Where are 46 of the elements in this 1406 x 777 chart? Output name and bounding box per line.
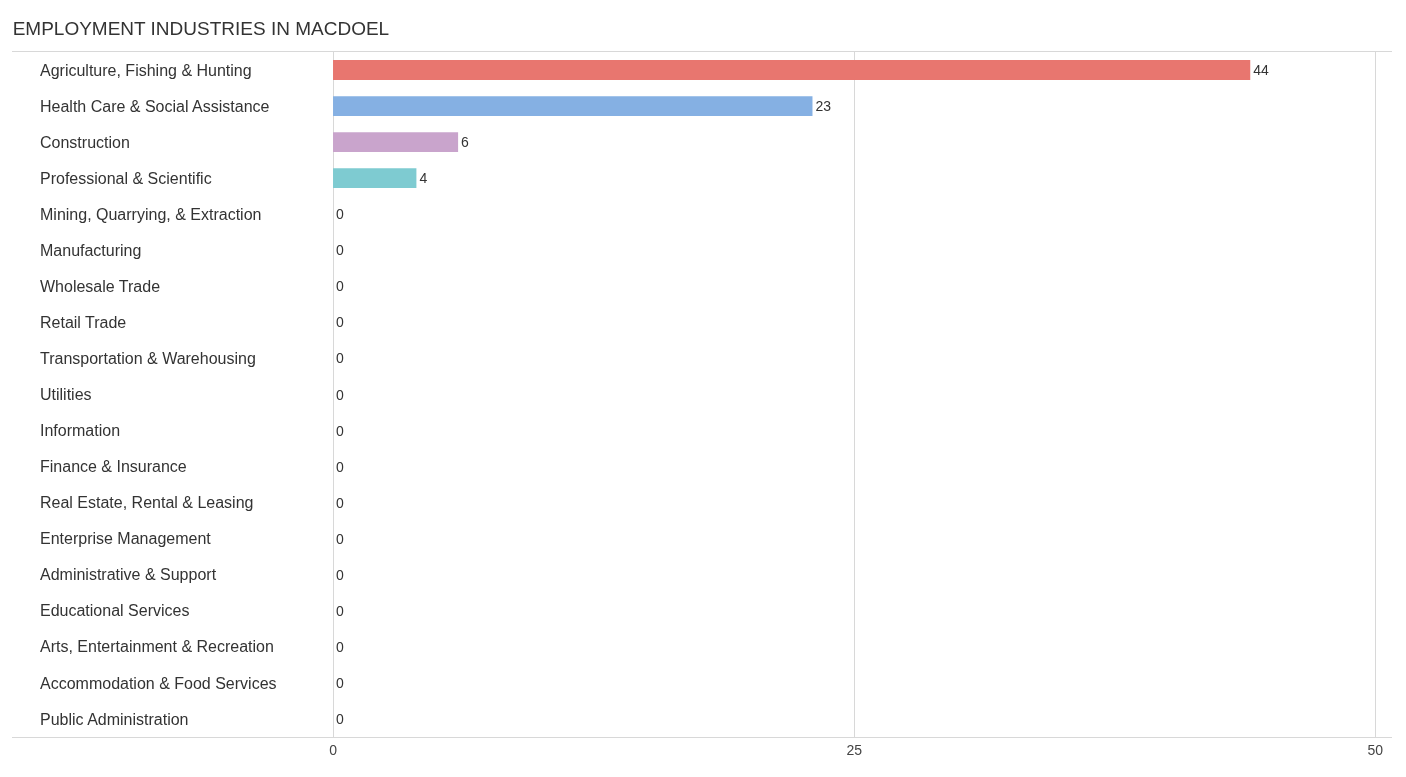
bar — [333, 168, 417, 189]
x-tick-label: 25 — [846, 741, 863, 758]
data-label: 44 — [1253, 62, 1270, 79]
data-label: 0 — [336, 278, 345, 295]
y-tick-label: Manufacturing — [40, 241, 142, 259]
y-tick-label: Wholesale Trade — [40, 277, 161, 295]
y-tick-label: Educational Services — [40, 602, 190, 620]
y-tick-label: Arts, Entertainment & Recreation — [40, 638, 274, 656]
y-tick-label: Agriculture, Fishing & Hunting — [40, 61, 252, 79]
y-tick-label: Retail Trade — [40, 313, 127, 331]
bar — [333, 132, 459, 153]
y-tick-label: Information — [40, 422, 121, 440]
data-label: 4 — [419, 170, 428, 187]
y-tick-label: Health Care & Social Assistance — [40, 97, 270, 115]
data-label: 0 — [336, 350, 345, 367]
data-label: 23 — [815, 98, 832, 115]
data-label: 0 — [336, 710, 345, 727]
data-label: 6 — [461, 134, 470, 151]
data-label: 0 — [336, 422, 345, 439]
data-label: 0 — [336, 386, 345, 403]
y-tick-label: Enterprise Management — [40, 530, 212, 548]
y-tick-label: Transportation & Warehousing — [40, 350, 256, 368]
y-tick-label: Finance & Insurance — [40, 458, 187, 476]
data-label: 0 — [336, 602, 345, 619]
chart-title: EMPLOYMENT INDUSTRIES IN MACDOEL — [12, 18, 390, 40]
y-tick-label: Real Estate, Rental & Leasing — [40, 494, 254, 512]
data-label: 0 — [336, 530, 345, 547]
y-tick-label: Construction — [40, 133, 130, 151]
data-label: 0 — [336, 242, 345, 259]
x-tick-label: 0 — [329, 741, 338, 758]
bar — [333, 96, 813, 116]
data-label: 0 — [336, 458, 345, 475]
y-tick-label: Accommodation & Food Services — [40, 674, 277, 692]
y-tick-label: Mining, Quarrying, & Extraction — [40, 205, 262, 223]
y-tick-label: Utilities — [40, 386, 92, 404]
bar — [333, 60, 1251, 80]
y-tick-label: Professional & Scientific — [40, 169, 212, 187]
y-tick-label: Administrative & Support — [40, 566, 217, 584]
x-tick-label: 50 — [1367, 741, 1384, 758]
y-tick-label: Public Administration — [40, 710, 189, 728]
data-label: 0 — [336, 674, 345, 691]
data-label: 0 — [336, 314, 345, 331]
data-label: 0 — [336, 566, 345, 583]
data-label: 0 — [336, 638, 345, 655]
data-label: 0 — [336, 494, 345, 511]
data-label: 0 — [336, 206, 345, 223]
